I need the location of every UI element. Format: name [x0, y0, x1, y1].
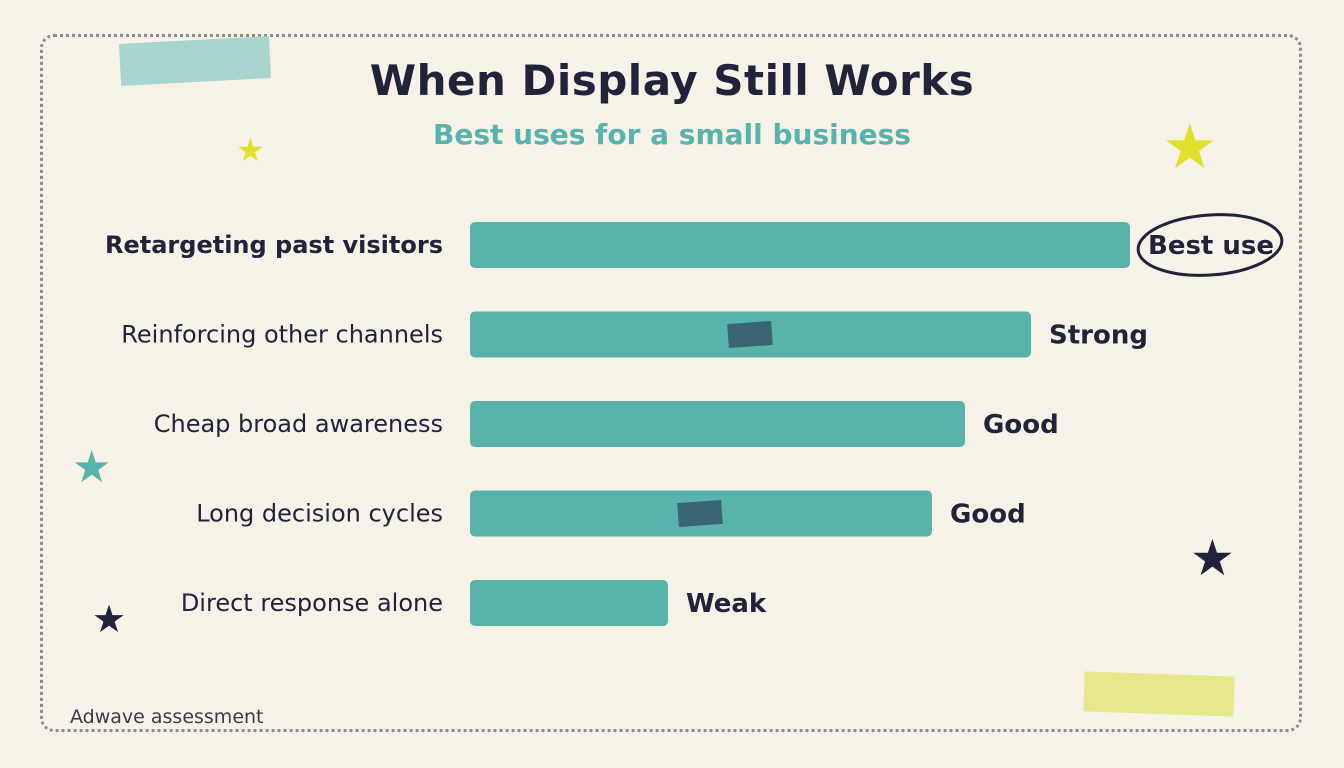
star-icon: ★: [1162, 110, 1218, 183]
star-icon: ★: [236, 131, 265, 169]
category-label: Retargeting past visitors: [105, 231, 443, 259]
bar: [470, 222, 1130, 268]
bar: [470, 401, 965, 447]
value-label: Strong: [1049, 321, 1148, 351]
chart-subtitle: Best uses for a small business: [433, 118, 911, 151]
category-label: Long decision cycles: [196, 500, 443, 528]
value-label: Good: [983, 410, 1059, 440]
dotted-frame: [40, 34, 1302, 732]
star-icon: ★: [72, 442, 112, 493]
category-label: Cheap broad awareness: [154, 410, 443, 438]
chart-title: When Display Still Works: [369, 56, 975, 105]
value-label: Best use: [1148, 231, 1274, 261]
category-label: Reinforcing other channels: [121, 321, 443, 349]
highlight-circle: [1136, 213, 1284, 277]
bar-tape-patch: [677, 499, 723, 528]
star-icon: ★: [92, 597, 127, 641]
star-icon: ★: [1190, 529, 1235, 587]
bar-tape-patch: [727, 320, 773, 349]
category-label: Direct response alone: [181, 589, 443, 617]
bar: [470, 580, 668, 626]
value-label: Weak: [686, 589, 767, 619]
footer-credit: Adwave assessment: [70, 706, 264, 728]
value-label: Good: [950, 500, 1026, 530]
